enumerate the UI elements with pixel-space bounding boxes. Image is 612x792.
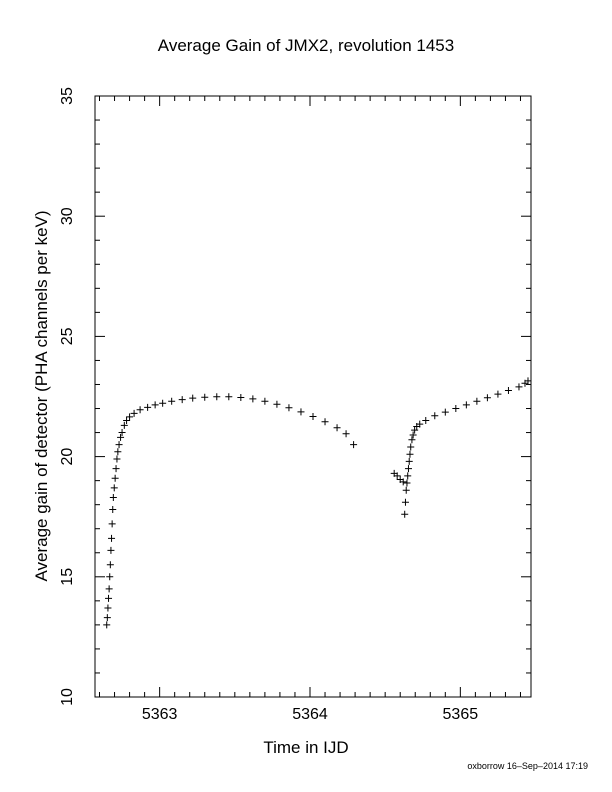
- tick-labels: 5363 5364 5365 10 15 20 25 30 35: [59, 87, 478, 723]
- data-point-0-70: [494, 390, 502, 398]
- data-point-0-0: [103, 621, 111, 629]
- data-point-0-19: [118, 429, 126, 437]
- y-tick-label-5: 35: [59, 87, 76, 105]
- data-point-0-32: [213, 393, 221, 401]
- data-point-0-29: [178, 396, 186, 404]
- data-point-0-66: [452, 405, 460, 413]
- data-point-0-7: [107, 546, 115, 554]
- data-point-0-15: [113, 455, 121, 463]
- y-axis-label: Average gain of detector (PHA channels p…: [32, 210, 51, 581]
- data-point-0-52: [403, 479, 411, 487]
- data-point-0-17: [115, 441, 123, 449]
- data-point-0-27: [159, 399, 167, 407]
- data-point-0-39: [297, 408, 305, 416]
- data-point-0-62: [416, 420, 424, 428]
- y-tick-label-2: 20: [59, 448, 76, 466]
- data-point-0-18: [117, 433, 125, 441]
- data-point-0-25: [144, 403, 152, 411]
- data-point-0-46: [393, 472, 401, 480]
- data-point-0-8: [108, 534, 116, 542]
- data-point-0-72: [515, 383, 523, 391]
- data-point-0-74: [524, 377, 532, 385]
- data-point-0-12: [110, 484, 118, 492]
- y-tick-label-1: 15: [59, 568, 76, 586]
- plot-frame: [94, 95, 532, 698]
- data-point-0-9: [108, 520, 116, 528]
- data-point-0-48: [399, 478, 407, 486]
- data-point-0-56: [406, 450, 414, 458]
- data-point-0-11: [109, 493, 117, 501]
- data-point-0-38: [285, 404, 293, 412]
- data-point-0-50: [401, 498, 409, 506]
- data-point-0-33: [225, 393, 233, 401]
- data-point-0-58: [408, 436, 416, 444]
- data-point-0-13: [111, 474, 119, 482]
- data-point-0-5: [106, 573, 114, 581]
- data-point-0-63: [422, 417, 430, 425]
- data-point-0-4: [105, 585, 113, 593]
- x-axis-label: Time in IJD: [263, 738, 348, 757]
- data-point-0-21: [123, 417, 131, 425]
- data-point-0-2: [104, 604, 112, 612]
- y-tick-label-3: 25: [59, 327, 76, 345]
- data-point-0-54: [404, 465, 412, 473]
- data-point-0-43: [342, 430, 350, 438]
- data-point-0-14: [112, 465, 120, 473]
- data-point-0-31: [201, 393, 209, 401]
- data-point-0-16: [114, 448, 122, 456]
- data-points: [103, 377, 532, 629]
- data-point-0-28: [168, 397, 176, 405]
- data-point-0-55: [405, 457, 413, 465]
- data-point-0-1: [103, 614, 111, 622]
- credit-text: oxborrow 16–Sep–2014 17:19: [467, 761, 588, 771]
- data-point-0-60: [411, 426, 419, 434]
- data-point-0-24: [136, 406, 144, 414]
- data-point-0-64: [431, 412, 439, 420]
- x-tick-label-0: 5363: [142, 706, 178, 723]
- data-point-0-6: [106, 561, 114, 569]
- chart-title: Average Gain of JMX2, revolution 1453: [158, 36, 454, 55]
- data-point-0-51: [402, 486, 410, 494]
- data-point-0-53: [404, 472, 412, 480]
- data-point-0-44: [350, 441, 358, 449]
- data-point-0-37: [273, 400, 281, 408]
- data-point-0-65: [441, 408, 449, 416]
- y-tick-label-4: 30: [59, 207, 76, 225]
- data-point-0-69: [483, 394, 491, 402]
- data-point-0-68: [473, 397, 481, 405]
- data-point-0-40: [309, 412, 317, 420]
- data-point-0-35: [249, 395, 257, 403]
- data-point-0-26: [151, 401, 159, 409]
- y-tick-label-0: 10: [59, 688, 76, 706]
- data-point-0-41: [321, 418, 329, 426]
- data-point-0-22: [126, 413, 134, 421]
- data-point-0-36: [261, 397, 269, 405]
- data-point-0-67: [462, 401, 470, 409]
- x-tick-label-2: 5365: [443, 706, 479, 723]
- data-point-0-23: [130, 409, 138, 417]
- axis-ticks: [95, 95, 531, 698]
- data-point-0-71: [504, 386, 512, 394]
- data-point-0-20: [120, 421, 128, 429]
- data-point-0-42: [333, 424, 341, 432]
- data-point-0-49: [401, 510, 409, 518]
- data-point-0-3: [105, 594, 113, 602]
- data-point-0-57: [407, 443, 415, 451]
- data-point-0-10: [109, 505, 117, 513]
- data-point-0-34: [237, 393, 245, 401]
- data-point-0-59: [409, 431, 417, 439]
- data-point-0-30: [189, 394, 197, 402]
- x-tick-label-1: 5364: [292, 706, 328, 723]
